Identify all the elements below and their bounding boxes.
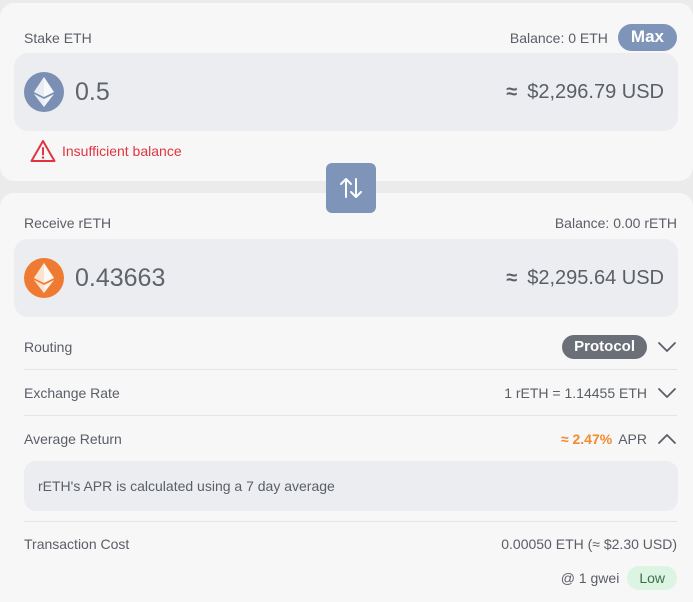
warning-icon	[30, 140, 56, 162]
gas-price-row: @ 1 gwei Low	[561, 566, 677, 590]
receive-usd-value: ≈ $2,295.64 USD	[506, 267, 664, 290]
stake-balance-group: Balance: 0 ETH Max	[510, 24, 677, 51]
chevron-down-icon[interactable]	[657, 341, 677, 353]
swap-arrows-icon	[340, 178, 362, 198]
max-button[interactable]: Max	[617, 24, 677, 51]
divider	[24, 415, 677, 416]
routing-value-group: Protocol	[562, 335, 677, 359]
apr-info-box: rETH's APR is calculated using a 7 day a…	[24, 461, 678, 511]
gas-price: @ 1 gwei	[560, 570, 620, 586]
transaction-cost-label: Transaction Cost	[24, 536, 130, 552]
stake-usd-value: ≈ $2,296.79 USD	[506, 81, 664, 104]
reth-icon	[24, 258, 64, 298]
receive-card: Receive rETH Balance: 0.00 rETH 0.43663 …	[0, 193, 693, 602]
exchange-rate-value: 1 rETH = 1.14455 ETH	[504, 385, 647, 401]
apr-value: ≈ 2.47%	[560, 431, 613, 447]
receive-balance: Balance: 0.00 rETH	[554, 215, 677, 231]
insufficient-balance-warning: Insufficient balance	[30, 139, 182, 163]
receive-output-box: 0.43663 ≈ $2,295.64 USD	[14, 239, 678, 317]
chevron-up-icon[interactable]	[657, 433, 677, 445]
apr-info-text: rETH's APR is calculated using a 7 day a…	[38, 478, 335, 494]
transaction-cost-value: 0.00050 ETH (≈ $2.30 USD)	[501, 536, 677, 552]
swap-direction-button[interactable]	[326, 163, 376, 213]
warning-text: Insufficient balance	[62, 143, 182, 159]
divider	[24, 369, 677, 370]
stake-card: Stake ETH Balance: 0 ETH Max 0.5 ≈ $2,296…	[0, 3, 693, 181]
gas-level-badge: Low	[627, 566, 677, 590]
apr-unit: APR	[618, 431, 647, 447]
average-return-row[interactable]: Average Return ≈ 2.47% APR	[24, 416, 677, 462]
receive-label: Receive rETH	[24, 215, 112, 231]
receive-amount: 0.43663	[75, 263, 166, 292]
routing-protocol-badge: Protocol	[562, 335, 647, 359]
approx-symbol: ≈	[506, 266, 518, 289]
divider	[24, 521, 677, 522]
eth-icon	[24, 72, 64, 112]
average-return-label: Average Return	[24, 431, 122, 447]
stake-balance: Balance: 0 ETH	[509, 29, 608, 46]
stake-input-box[interactable]: 0.5 ≈ $2,296.79 USD	[14, 53, 678, 131]
stake-amount-input[interactable]: 0.5	[75, 77, 110, 106]
routing-row[interactable]: Routing Protocol	[24, 324, 677, 370]
approx-symbol: ≈	[506, 80, 518, 103]
chevron-down-icon[interactable]	[657, 387, 677, 399]
exchange-rate-row[interactable]: Exchange Rate 1 rETH = 1.14455 ETH	[24, 370, 677, 416]
exchange-rate-value-group: 1 rETH = 1.14455 ETH	[504, 385, 677, 401]
receive-usd-amount: $2,295.64 USD	[527, 266, 664, 289]
exchange-rate-label: Exchange Rate	[24, 385, 120, 401]
stake-usd-amount: $2,296.79 USD	[527, 80, 664, 103]
routing-label: Routing	[24, 339, 73, 355]
stake-label: Stake ETH	[24, 29, 92, 46]
transaction-cost-row: Transaction Cost 0.00050 ETH (≈ $2.30 US…	[24, 521, 677, 567]
stake-header: Stake ETH Balance: 0 ETH Max	[24, 24, 677, 51]
receive-header: Receive rETH Balance: 0.00 rETH	[24, 215, 677, 231]
average-return-value-group: ≈ 2.47% APR	[561, 431, 677, 447]
